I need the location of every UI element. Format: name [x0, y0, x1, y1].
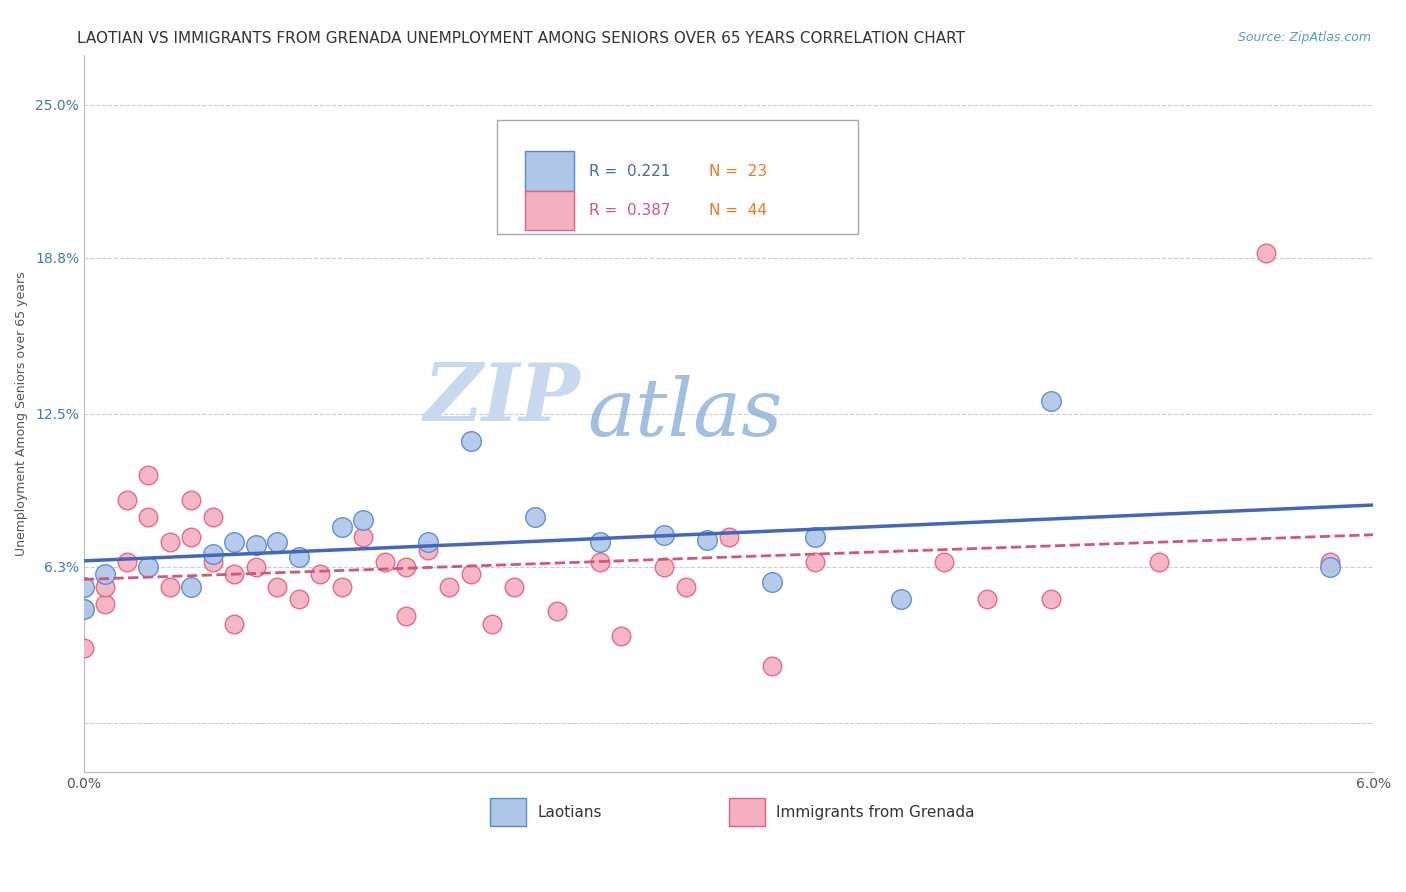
- Point: [245, 537, 267, 551]
- Point: [1319, 555, 1341, 569]
- Point: [610, 629, 633, 643]
- Point: [652, 559, 675, 574]
- Point: [224, 567, 246, 582]
- Point: [890, 591, 912, 606]
- Point: [460, 567, 482, 582]
- Point: [201, 510, 224, 524]
- Point: [524, 510, 547, 524]
- Point: [266, 535, 288, 549]
- Point: [652, 527, 675, 541]
- Point: [73, 602, 96, 616]
- Text: N =  23: N = 23: [710, 164, 768, 178]
- Point: [180, 530, 202, 544]
- Point: [589, 555, 612, 569]
- Point: [395, 609, 418, 624]
- Point: [481, 616, 503, 631]
- Point: [352, 530, 374, 544]
- Point: [73, 602, 96, 616]
- Text: N =  44: N = 44: [710, 203, 768, 219]
- Text: atlas: atlas: [586, 375, 782, 452]
- Point: [976, 591, 998, 606]
- Point: [1254, 246, 1277, 260]
- Text: Laotians: Laotians: [538, 805, 602, 820]
- Point: [1147, 555, 1170, 569]
- Point: [180, 493, 202, 508]
- Point: [717, 530, 740, 544]
- Point: [159, 580, 181, 594]
- Point: [761, 574, 783, 589]
- Point: [1040, 394, 1063, 409]
- Bar: [524, 152, 574, 191]
- Point: [94, 567, 117, 582]
- Bar: [728, 798, 765, 826]
- Point: [395, 559, 418, 574]
- Point: [115, 493, 138, 508]
- Point: [138, 468, 160, 483]
- Point: [94, 580, 117, 594]
- Y-axis label: Unemployment Among Seniors over 65 years: Unemployment Among Seniors over 65 years: [15, 271, 28, 556]
- Point: [330, 520, 353, 534]
- Point: [352, 513, 374, 527]
- Point: [330, 580, 353, 594]
- Text: Source: ZipAtlas.com: Source: ZipAtlas.com: [1237, 31, 1371, 45]
- Point: [460, 434, 482, 448]
- Point: [374, 555, 396, 569]
- Point: [439, 580, 461, 594]
- Point: [546, 604, 568, 618]
- Point: [416, 535, 439, 549]
- FancyBboxPatch shape: [496, 120, 858, 235]
- Point: [180, 580, 202, 594]
- Point: [73, 641, 96, 656]
- Point: [224, 535, 246, 549]
- Point: [115, 555, 138, 569]
- Point: [1040, 591, 1063, 606]
- Point: [94, 597, 117, 611]
- Point: [803, 530, 825, 544]
- Point: [138, 510, 160, 524]
- Point: [224, 616, 246, 631]
- Point: [138, 559, 160, 574]
- Text: Immigrants from Grenada: Immigrants from Grenada: [776, 805, 974, 820]
- Text: ZIP: ZIP: [423, 360, 581, 438]
- Bar: [524, 191, 574, 230]
- Point: [245, 559, 267, 574]
- Point: [416, 542, 439, 557]
- Point: [266, 580, 288, 594]
- Point: [201, 548, 224, 562]
- Point: [932, 555, 955, 569]
- Point: [589, 535, 612, 549]
- Point: [502, 580, 524, 594]
- Text: R =  0.387: R = 0.387: [589, 203, 671, 219]
- Point: [675, 580, 697, 594]
- Bar: [491, 798, 526, 826]
- Point: [73, 580, 96, 594]
- Point: [201, 555, 224, 569]
- Point: [803, 555, 825, 569]
- Point: [309, 567, 332, 582]
- Text: LAOTIAN VS IMMIGRANTS FROM GRENADA UNEMPLOYMENT AMONG SENIORS OVER 65 YEARS CORR: LAOTIAN VS IMMIGRANTS FROM GRENADA UNEMP…: [77, 31, 966, 46]
- Point: [288, 549, 311, 564]
- Point: [1319, 559, 1341, 574]
- Point: [159, 535, 181, 549]
- Text: R =  0.221: R = 0.221: [589, 164, 671, 178]
- Point: [288, 591, 311, 606]
- Point: [761, 658, 783, 673]
- Point: [696, 533, 718, 547]
